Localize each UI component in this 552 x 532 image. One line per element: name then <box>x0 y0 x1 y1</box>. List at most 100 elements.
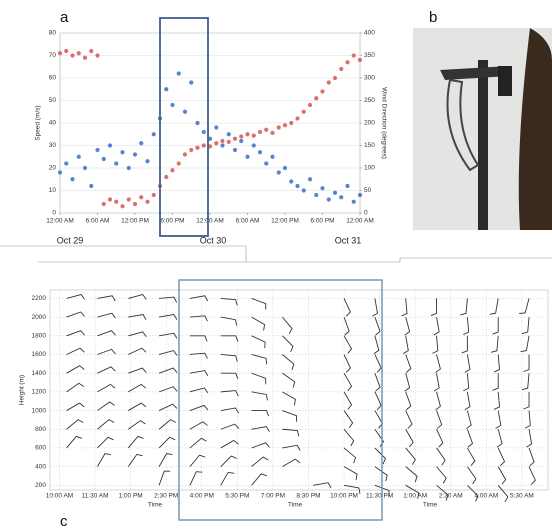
wind-barb <box>528 447 535 467</box>
wind-barb <box>66 382 85 393</box>
wind-barb <box>97 419 115 430</box>
wind-barb <box>433 317 440 336</box>
wind-barb <box>402 335 409 355</box>
wind-barb <box>523 354 530 373</box>
data-point <box>151 132 156 137</box>
x-tick-label: 11:30 AM <box>82 493 109 500</box>
data-point <box>276 170 281 175</box>
wind-barb <box>251 426 270 433</box>
wind-barb <box>496 429 503 448</box>
panel-label: b <box>429 9 437 26</box>
wind-barb <box>463 373 470 392</box>
y2-tick-label: 350 <box>364 52 375 59</box>
data-point <box>139 141 144 146</box>
data-point <box>332 190 338 195</box>
data-point <box>164 174 169 180</box>
y2-tick-label: 400 <box>364 30 375 37</box>
wind-barb <box>405 410 413 429</box>
x-tick-label: 7:00 PM <box>261 493 285 500</box>
wind-barb <box>251 442 270 449</box>
y2-tick-label: 50 <box>364 187 372 194</box>
wind-barb <box>128 294 147 300</box>
wind-barb <box>97 401 115 411</box>
wind-barb <box>220 297 238 306</box>
data-point <box>239 134 244 139</box>
wind-barb <box>436 447 446 466</box>
wind-barb <box>97 436 114 449</box>
data-point <box>276 125 281 130</box>
wind-barb <box>158 350 178 356</box>
wind-barb <box>405 354 412 373</box>
data-point <box>182 109 188 114</box>
photo-crane-mast <box>478 60 488 230</box>
wind-barb <box>189 352 208 359</box>
x-tick-label: 8:30 PM <box>296 493 320 500</box>
chart-a: 0 10 20 30 40 50 60 70 80 0 50 100 150 200 250 300 350 40… <box>35 30 388 246</box>
x-tick-label: 12:00 PM <box>121 218 149 225</box>
data-point <box>289 179 294 184</box>
wind-barb <box>524 410 531 429</box>
data-point <box>76 154 81 159</box>
wind-barb <box>282 428 300 437</box>
y-tick-label: 30 <box>49 142 57 149</box>
wind-barb <box>436 484 449 501</box>
date-label: Oct 29 <box>57 235 84 245</box>
wind-barb <box>282 316 293 335</box>
data-point <box>326 197 331 202</box>
wind-barb <box>97 453 111 467</box>
wind-barb <box>66 402 85 411</box>
data-point <box>295 116 300 121</box>
wind-barb <box>282 458 301 468</box>
wind-barb <box>97 295 116 302</box>
data-point <box>345 183 350 189</box>
data-point <box>126 165 131 171</box>
data-point <box>345 60 350 65</box>
wind-barb <box>189 421 208 430</box>
wind-barb <box>521 373 530 391</box>
data-point <box>289 120 294 126</box>
photo-crane-boom <box>446 78 480 172</box>
data-point <box>226 139 231 144</box>
wind-barb <box>189 471 203 486</box>
y-tick-label: 2000 <box>32 314 47 321</box>
y-tick-label: 200 <box>35 482 46 489</box>
data-point <box>232 136 238 141</box>
wind-barb <box>467 485 479 502</box>
wind-barb <box>466 447 476 466</box>
data-point <box>314 192 319 198</box>
wind-barb <box>158 403 178 411</box>
highlight-box <box>159 17 209 237</box>
y-tick-label: 70 <box>49 52 57 59</box>
wind-barb <box>372 298 378 317</box>
wind-barb <box>464 354 471 373</box>
wind-barb <box>220 335 239 342</box>
wind-barb <box>220 423 240 430</box>
wind-barb <box>436 466 447 484</box>
data-point <box>220 138 225 144</box>
data-point <box>257 150 263 155</box>
date-label: Oct 31 <box>335 235 362 245</box>
y-tick-label: 800 <box>35 426 46 433</box>
data-point <box>151 192 156 198</box>
panel-label: a <box>60 9 69 26</box>
separator <box>38 257 552 263</box>
data-point <box>57 170 63 175</box>
wind-barb <box>373 335 380 355</box>
data-point <box>195 120 200 126</box>
data-point <box>114 199 119 204</box>
data-point <box>264 161 269 166</box>
x-tick-label: 10:00 PM <box>330 493 358 500</box>
photo <box>413 28 552 230</box>
wind-barb <box>374 428 385 447</box>
data-point <box>145 159 150 164</box>
wind-barb <box>220 407 239 414</box>
wind-barb <box>374 447 387 465</box>
wind-barb <box>519 298 530 314</box>
data-point <box>257 129 263 135</box>
data-point <box>314 96 319 101</box>
panel-label: c <box>60 513 68 530</box>
y2-tick-label: 200 <box>364 120 375 127</box>
wind-barb <box>497 485 509 503</box>
data-point <box>270 130 275 135</box>
y-tick-label: 20 <box>49 165 57 172</box>
